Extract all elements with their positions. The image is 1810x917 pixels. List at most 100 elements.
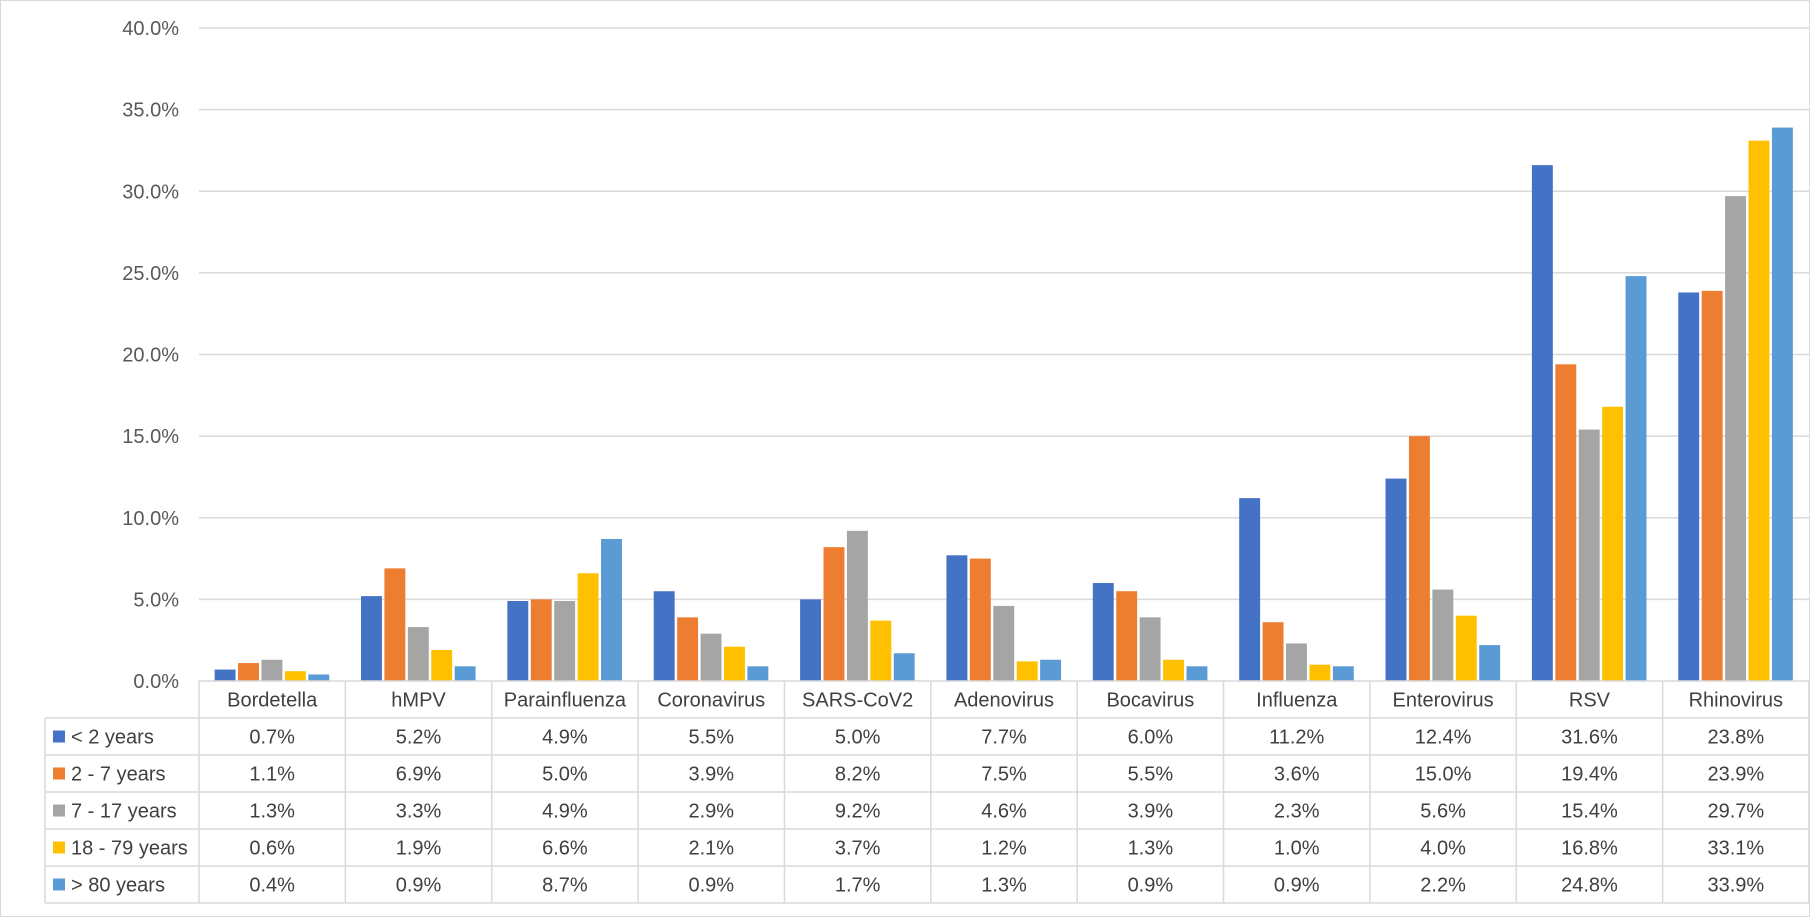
y-tick-label: 40.0% — [122, 18, 179, 40]
bar — [384, 568, 406, 681]
category-label: hMPV — [391, 690, 446, 712]
bar — [870, 620, 892, 681]
bar — [1239, 498, 1261, 681]
data-label: 23.9% — [1707, 764, 1764, 786]
data-label: 6.0% — [1128, 727, 1174, 749]
bar — [454, 666, 476, 681]
data-label: 33.9% — [1707, 875, 1764, 897]
data-label: 19.4% — [1561, 764, 1618, 786]
data-label: 1.9% — [396, 838, 442, 860]
bar — [1186, 666, 1208, 681]
data-label: 9.2% — [835, 801, 881, 823]
y-axis-ticks: 0.0% 5.0% 10.0% 15.0% 20.0% 25.0% 30.0% 35.0% 40… — [122, 18, 179, 693]
bar — [507, 601, 529, 681]
data-label: 6.9% — [396, 764, 442, 786]
data-label: 2.9% — [688, 801, 734, 823]
data-label: 15.4% — [1561, 801, 1618, 823]
bar — [800, 599, 822, 681]
bar — [1625, 276, 1647, 681]
bar — [554, 601, 576, 681]
bar — [1771, 127, 1793, 681]
data-label: 15.0% — [1415, 764, 1472, 786]
data-label: 5.0% — [835, 727, 881, 749]
category-label: Bocavirus — [1106, 690, 1194, 712]
data-label: 2.3% — [1274, 801, 1320, 823]
data-label: 7.5% — [981, 764, 1027, 786]
data-label: 1.0% — [1274, 838, 1320, 860]
data-label: 23.8% — [1707, 727, 1764, 749]
bar — [1385, 478, 1407, 681]
category-label: Coronavirus — [657, 690, 765, 712]
data-label: 0.9% — [396, 875, 442, 897]
data-label: 8.7% — [542, 875, 588, 897]
bar — [946, 555, 968, 681]
data-label: 1.3% — [249, 801, 295, 823]
bar — [1092, 583, 1114, 681]
category-label: Enterovirus — [1393, 690, 1494, 712]
category-label: Bordetella — [227, 690, 318, 712]
data-label: 29.7% — [1707, 801, 1764, 823]
series-name: < 2 years — [71, 727, 154, 749]
data-label: 8.2% — [835, 764, 881, 786]
bar — [1262, 622, 1284, 681]
bar — [1163, 659, 1184, 681]
data-label: 0.6% — [249, 838, 295, 860]
data-label: 4.9% — [542, 801, 588, 823]
data-label: 11.2% — [1269, 727, 1324, 749]
bar — [431, 649, 453, 681]
data-label: 1.2% — [981, 838, 1027, 860]
data-label: 5.2% — [396, 727, 442, 749]
bar — [1555, 364, 1577, 681]
y-tick-label: 5.0% — [133, 589, 179, 611]
bar — [723, 646, 745, 681]
data-label: 1.3% — [1128, 838, 1174, 860]
data-label: 5.0% — [542, 764, 588, 786]
bar — [653, 591, 675, 681]
data-label: 0.9% — [688, 875, 734, 897]
category-label: Rhinovirus — [1689, 690, 1783, 712]
data-label: 1.7% — [835, 875, 881, 897]
category-label: Influenza — [1256, 690, 1338, 712]
data-label: 3.9% — [1128, 801, 1174, 823]
data-label: 4.0% — [1420, 838, 1466, 860]
bar — [1531, 165, 1553, 681]
bar — [407, 627, 429, 681]
bar — [308, 674, 330, 681]
series-name: 2 - 7 years — [71, 764, 165, 786]
bar — [577, 573, 599, 681]
bar — [238, 663, 259, 681]
data-label: 16.8% — [1561, 838, 1618, 860]
data-label: 3.6% — [1274, 764, 1320, 786]
data-label: 12.4% — [1415, 727, 1472, 749]
data-label: 6.6% — [542, 838, 588, 860]
bar — [677, 617, 699, 681]
y-tick-label: 0.0% — [133, 671, 179, 693]
bar — [700, 633, 722, 681]
y-tick-label: 30.0% — [122, 181, 179, 203]
series-name: 18 - 79 years — [71, 838, 188, 860]
y-tick-label: 20.0% — [122, 345, 179, 367]
y-tick-label: 25.0% — [122, 263, 179, 285]
category-label: Adenovirus — [954, 690, 1054, 712]
y-tick-label: 15.0% — [122, 426, 179, 448]
bar — [361, 596, 382, 681]
data-label: 2.2% — [1420, 875, 1466, 897]
legend-key — [53, 841, 65, 854]
bar — [1309, 664, 1331, 681]
data-label: 0.9% — [1128, 875, 1174, 897]
legend-key — [53, 878, 65, 891]
bar — [1286, 643, 1307, 681]
data-label: 1.3% — [981, 875, 1027, 897]
bar — [214, 669, 236, 681]
bar — [601, 538, 622, 681]
bar — [969, 558, 991, 681]
data-label: 0.9% — [1274, 875, 1320, 897]
data-label: 5.5% — [688, 727, 734, 749]
data-label: 0.4% — [249, 875, 295, 897]
data-label: 2.1% — [688, 838, 734, 860]
bar — [1701, 290, 1723, 681]
data-label: 33.1% — [1707, 838, 1764, 860]
bar — [284, 671, 306, 681]
